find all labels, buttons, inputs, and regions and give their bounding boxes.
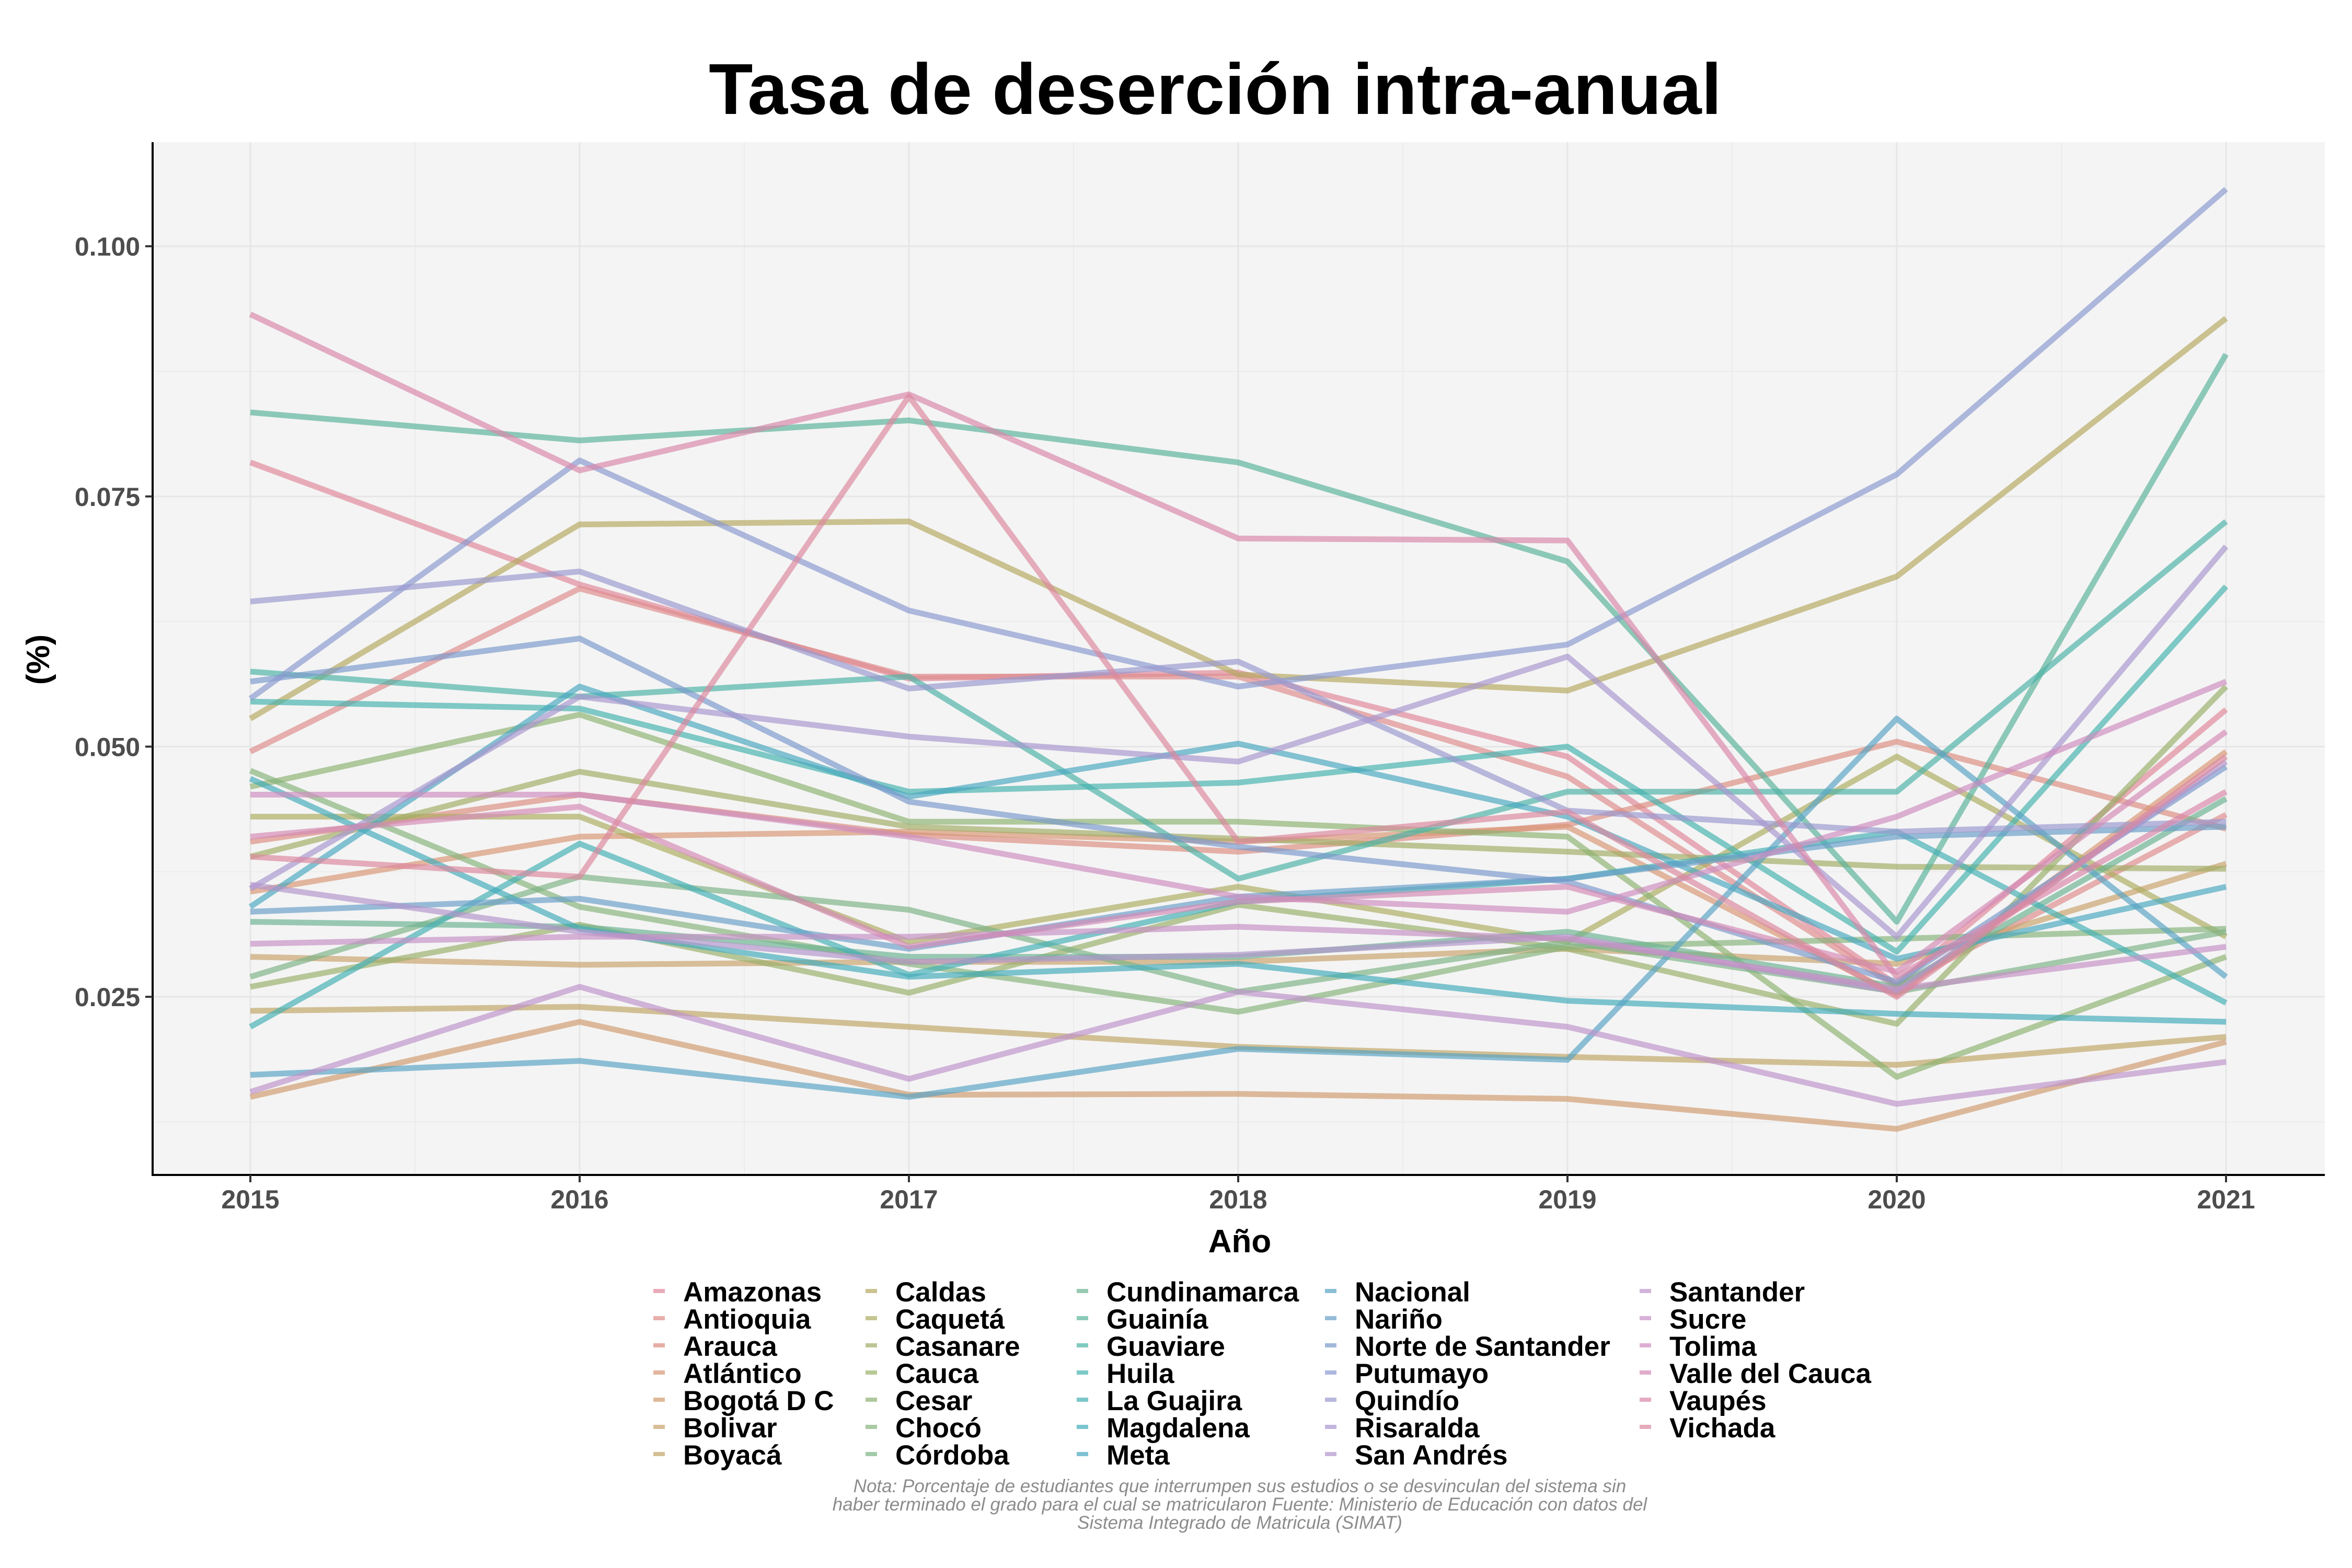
series-line-bogotá-d-c [249, 1019, 2227, 1132]
series-line-guainía [250, 353, 2229, 925]
legend-label: Casanare [895, 1331, 1020, 1362]
legend-label: Bogotá D C [683, 1386, 834, 1416]
series-line-norte-de-santander [250, 636, 2228, 985]
series-line-tolima [250, 678, 2228, 915]
y-tick-label: 0.025 [75, 983, 140, 1012]
note-line: Sistema Integrado de Matricula (SIMAT) [1077, 1513, 1402, 1533]
legend-label: Guaviare [1106, 1331, 1225, 1362]
legend-label: Arauca [683, 1331, 777, 1362]
legend-label: Atlántico [683, 1358, 802, 1389]
x-axis-ticks: 2015 2016 2017 2018 2019 2020 2021 [221, 1175, 2255, 1214]
legend-label: La Guajira [1106, 1386, 1242, 1416]
legend-label: Tolima [1669, 1331, 1757, 1362]
legend-label: Antioquia [683, 1304, 811, 1335]
series-line-sucre [250, 924, 2227, 992]
x-tick-label: 2021 [2197, 1185, 2255, 1214]
legend-label: Bolivar [683, 1413, 777, 1444]
legend-label: Nacional [1355, 1277, 1470, 1308]
x-tick-label: 2020 [1867, 1185, 1926, 1214]
legend-label: Magdalena [1106, 1413, 1250, 1444]
series-line-cesar [249, 711, 2227, 1080]
legend-label: Cesar [895, 1386, 972, 1416]
legend-label: Caquetá [895, 1304, 1005, 1335]
series-line-valle-del-cauca [250, 729, 2228, 975]
legend-label: Amazonas [683, 1277, 822, 1308]
legend-label: Sucre [1669, 1304, 1746, 1335]
y-tick-label: 0.050 [75, 732, 140, 762]
x-tick-label: 2016 [550, 1185, 608, 1214]
legend-label: Vichada [1669, 1413, 1775, 1444]
series-lines [248, 187, 2229, 1132]
legend-label: San Andrés [1355, 1440, 1508, 1471]
legend-label: Santander [1669, 1277, 1805, 1308]
legend-label: Cauca [895, 1358, 979, 1389]
chart-title: Tasa de deserción intra-anual [709, 49, 1722, 130]
series-line-vichada [250, 393, 2228, 1000]
chart-note: Nota: Porcentaje de estudiantes que inte… [833, 1476, 1648, 1533]
legend-label: Norte de Santander [1355, 1331, 1610, 1362]
series-line-caquetá [250, 754, 2228, 945]
x-tick-label: 2015 [221, 1185, 279, 1214]
legend-label: Meta [1106, 1440, 1170, 1471]
x-tick-label: 2019 [1538, 1185, 1596, 1214]
x-tick-label: 2017 [880, 1185, 938, 1214]
note-line: haber terminado el grado para el cual se… [833, 1494, 1648, 1515]
y-tick-label: 0.075 [75, 482, 140, 512]
legend-label: Cundinamarca [1106, 1277, 1299, 1308]
series-line-meta [248, 684, 2227, 962]
legend-label: Valle del Cauca [1669, 1358, 1871, 1389]
series-line-risaralda [249, 545, 2229, 940]
y-tick-label: 0.100 [75, 232, 140, 261]
legend-label: Putumayo [1355, 1358, 1489, 1389]
series-line-huila [250, 584, 2229, 955]
legend-label: Chocó [895, 1413, 982, 1444]
note-line: Nota: Porcentaje de estudiantes que inte… [854, 1476, 1627, 1496]
legend-label: Huila [1106, 1358, 1174, 1389]
legend-label: Caldas [895, 1277, 986, 1308]
series-line-putumayo [248, 187, 2228, 701]
series-line-quindío [250, 568, 2227, 835]
series-line-santander [249, 984, 2227, 1107]
legend-label: Vaupés [1669, 1386, 1767, 1416]
series-line-vaupés [249, 312, 2228, 980]
series-line-nacional [250, 716, 2228, 1100]
y-axis-ticks: 0.025 0.050 0.075 0.100 [75, 232, 153, 1012]
legend-label: Nariño [1355, 1304, 1443, 1335]
legend-label: Córdoba [895, 1440, 1009, 1471]
x-axis-title: Año [1208, 1224, 1272, 1260]
legend-label: Quindío [1355, 1386, 1459, 1416]
legend-label: Risaralda [1355, 1413, 1480, 1444]
series-line-caldas [249, 316, 2228, 721]
y-axis-title: (%) [20, 635, 56, 685]
legend-label: Guainía [1106, 1304, 1208, 1335]
series-line-san-andrés [250, 759, 2228, 995]
legend-label: Boyacá [683, 1440, 782, 1471]
x-tick-label: 2018 [1209, 1185, 1267, 1214]
series-line-magdalena [249, 776, 2227, 1025]
